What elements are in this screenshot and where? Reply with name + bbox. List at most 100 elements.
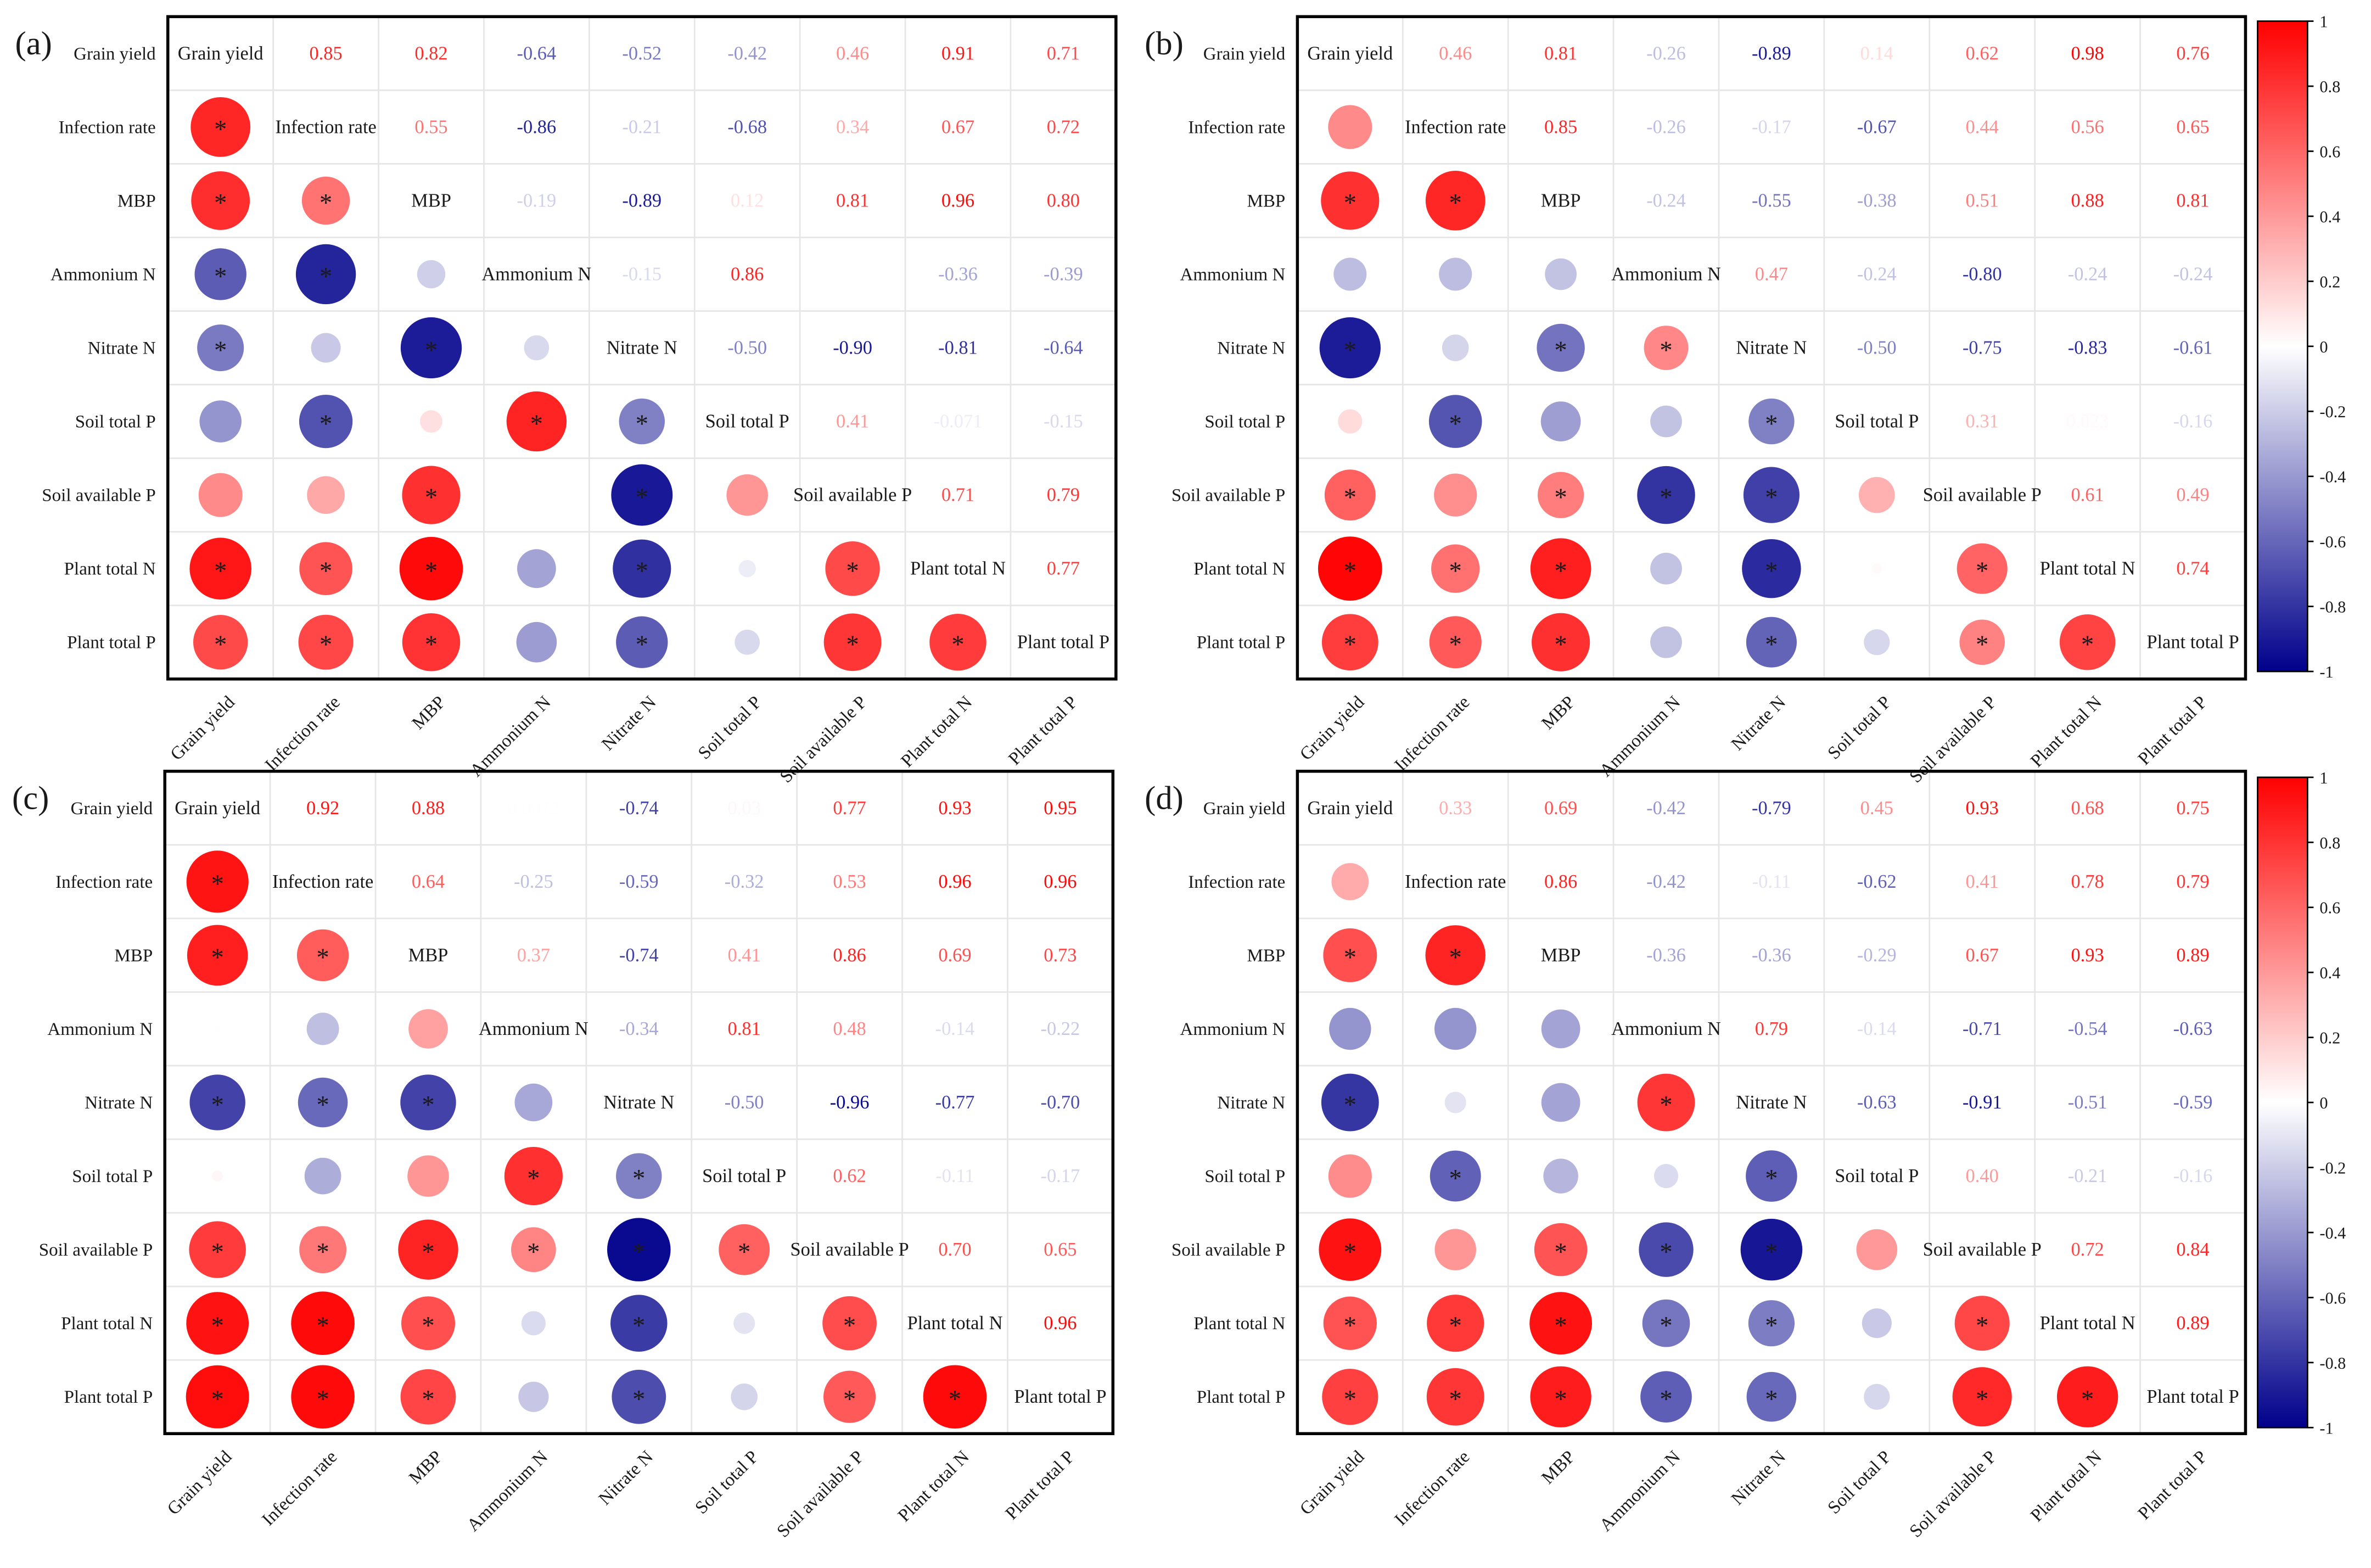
correlation-value: -0.74 (619, 945, 659, 966)
correlation-value: -0.16 (2173, 1166, 2213, 1186)
correlation-value: 0.98 (2071, 43, 2104, 64)
correlation-value: 0.86 (731, 264, 764, 285)
significance-star: * (846, 630, 859, 659)
correlation-value: 0.84 (2176, 1239, 2209, 1260)
correlation-value: 0.48 (833, 1018, 866, 1039)
diagonal-label: Ammonium N (1611, 264, 1721, 285)
panel-frame (1296, 770, 2247, 1436)
diagonal-label: MBP (1541, 945, 1581, 966)
diagonal-label: Grain yield (178, 43, 264, 64)
row-label: Plant total N (1193, 1314, 1285, 1334)
significance-star: * (320, 189, 332, 217)
correlation-value: 0.65 (1044, 1239, 1077, 1260)
significance-star: * (1660, 1385, 1672, 1414)
correlation-circle (1434, 1229, 1476, 1270)
correlation-circle (400, 1369, 456, 1425)
diagonal-label: Soil total P (705, 411, 789, 432)
row-label: Grain yield (1203, 44, 1286, 64)
correlation-circle (299, 1226, 347, 1274)
correlation-value: -0.15 (622, 264, 662, 285)
significance-star: * (1765, 1164, 1778, 1192)
correlation-value: -0.62 (1857, 871, 1897, 892)
significance-star: * (636, 483, 648, 512)
correlation-circle (400, 1074, 456, 1130)
correlation-value: -0.26 (1646, 43, 1686, 64)
correlation-circle (1537, 472, 1584, 518)
correlation-value: -0.39 (1044, 264, 1083, 285)
correlation-value: 0.96 (1044, 871, 1077, 892)
correlation-value: -0.42 (727, 43, 767, 64)
column-label: Plant total N (2027, 1447, 2106, 1526)
correlation-circle (517, 549, 556, 589)
column-label: Plant total P (2134, 692, 2211, 769)
row-label: Plant total N (61, 1314, 153, 1334)
correlation-value: -0.89 (622, 190, 662, 211)
correlation-value: 0.46 (1439, 43, 1472, 64)
diagonal-label: Soil available P (1923, 485, 2042, 506)
diagonal-label: Plant total N (2040, 1313, 2135, 1334)
correlation-circle (211, 1170, 223, 1182)
column-label: Soil total P (692, 1447, 763, 1518)
correlation-circle (1430, 1150, 1481, 1202)
correlation-value: 0.0072 (508, 798, 560, 819)
diagonal-label: MBP (411, 190, 451, 211)
significance-star: * (1449, 1385, 1462, 1414)
correlation-circle (1864, 1384, 1890, 1410)
correlation-value: -0.64 (1044, 338, 1083, 359)
row-label: Soil available P (42, 486, 155, 506)
correlation-value: 0.41 (1966, 871, 1999, 892)
correlation-value: -0.26 (1646, 116, 1686, 137)
correlation-value: -0.67 (1857, 116, 1897, 137)
correlation-value: 0.95 (1044, 798, 1077, 819)
correlation-circle (1639, 1222, 1694, 1277)
diagonal-label: Soil total P (1835, 411, 1919, 432)
correlation-circle (189, 1221, 246, 1278)
correlation-value: 0.93 (938, 798, 971, 819)
correlation-value: 0.51 (1966, 190, 1999, 211)
correlation-circle (407, 1155, 449, 1197)
correlation-value: -0.24 (2173, 264, 2213, 285)
panel-frame (163, 770, 1115, 1436)
correlation-circle (1541, 1009, 1580, 1049)
diagonal-label: Soil available P (793, 485, 912, 506)
column-label: Plant total N (894, 1447, 973, 1526)
correlation-circle (1650, 405, 1682, 438)
diagonal-label: Nitrate N (607, 338, 677, 359)
significance-star: * (949, 1385, 961, 1414)
correlation-value: 0.72 (1047, 116, 1080, 137)
correlation-value: -0.55 (1752, 190, 1791, 211)
correlation-circle (1746, 1371, 1797, 1422)
diagonal-label: Nitrate N (1736, 338, 1807, 359)
significance-star: * (316, 1237, 329, 1266)
correlation-circle (611, 464, 673, 526)
correlation-circle (1644, 326, 1689, 370)
correlation-value: -0.14 (935, 1018, 975, 1039)
significance-star: * (214, 189, 227, 217)
significance-star: * (320, 410, 332, 438)
correlation-value: -0.54 (2068, 1018, 2107, 1039)
correlation-circle (1637, 466, 1695, 524)
column-label: MBP (408, 692, 450, 733)
correlation-value: -0.38 (1857, 190, 1897, 211)
correlation-value: 0.89 (2176, 1313, 2209, 1334)
row-label: MBP (1247, 946, 1286, 966)
correlation-circle (398, 1219, 458, 1280)
correlation-circle (199, 400, 242, 443)
correlation-value: 0.86 (833, 945, 866, 966)
panel-label: (d) (1145, 780, 1184, 817)
significance-star: * (425, 557, 438, 585)
significance-star: * (320, 630, 332, 659)
correlation-value: -0.50 (727, 338, 767, 359)
correlation-value: -0.24 (1857, 264, 1897, 285)
correlation-circle (1532, 613, 1590, 671)
correlation-circle (1431, 544, 1480, 593)
column-label: Grain yield (1296, 692, 1369, 765)
correlation-circle (1321, 1073, 1379, 1132)
correlation-value: 0.81 (836, 190, 869, 211)
colorbar-tick-label: 1 (2319, 769, 2328, 787)
correlation-circle (1856, 1229, 1898, 1270)
column-label: Nitrate N (1728, 1447, 1790, 1509)
correlation-value: -0.11 (935, 1166, 974, 1186)
diagonal-label: Grain yield (175, 798, 260, 819)
correlation-circle (518, 1381, 549, 1412)
